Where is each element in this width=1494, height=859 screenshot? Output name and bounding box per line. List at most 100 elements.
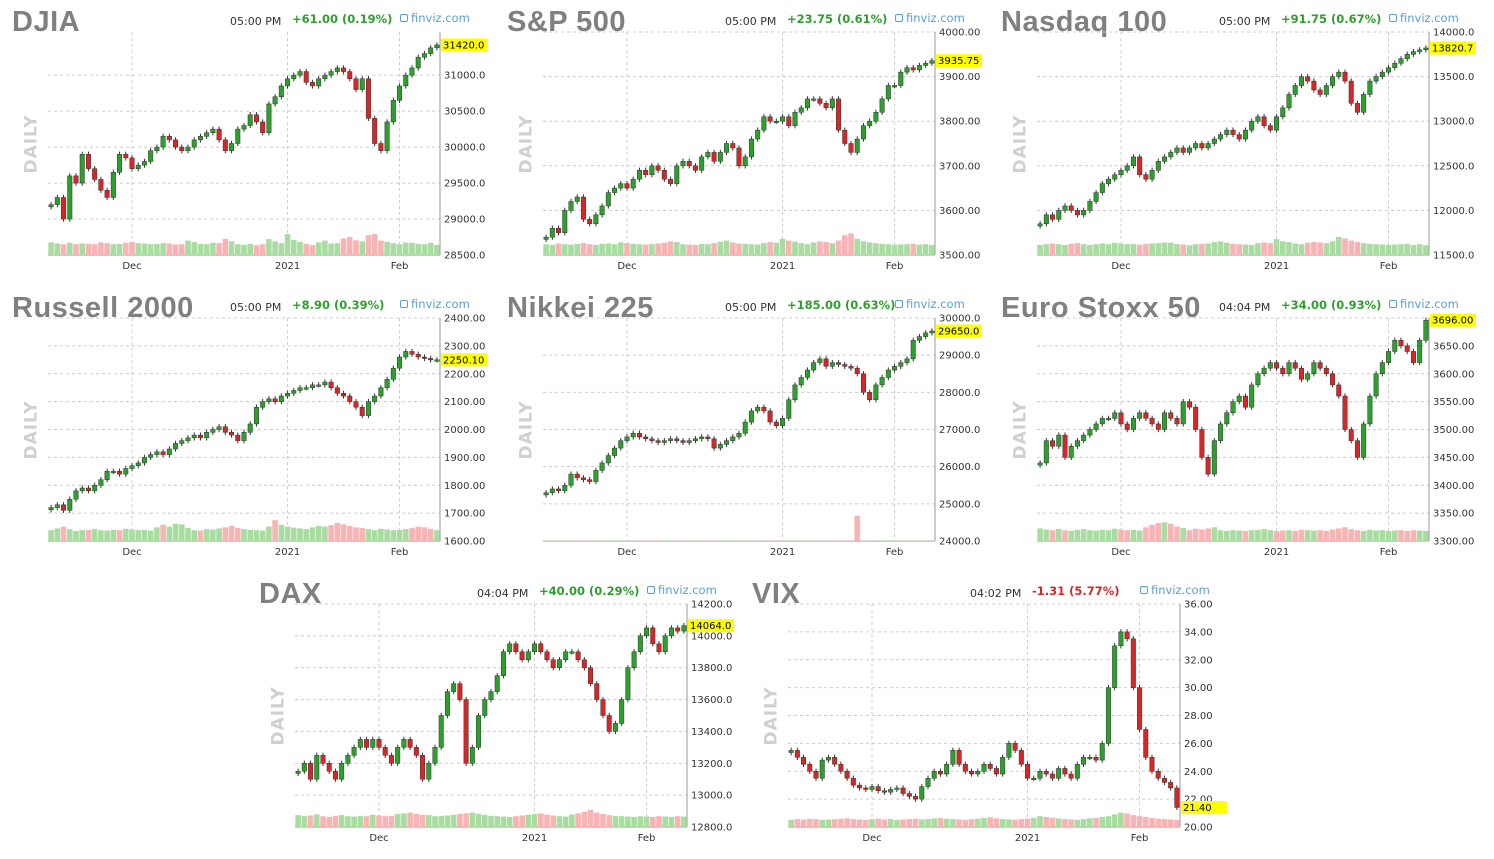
candle-body bbox=[372, 118, 378, 144]
finviz-brand-link[interactable]: finviz.com bbox=[895, 11, 965, 25]
volume-bar bbox=[346, 525, 353, 541]
candle-body bbox=[482, 699, 488, 716]
volume-bar bbox=[266, 526, 272, 541]
x-tick-label: 2021 bbox=[275, 547, 300, 558]
volume-bar bbox=[297, 528, 303, 541]
volume-bar bbox=[396, 529, 403, 541]
candle-body bbox=[135, 462, 141, 466]
candle-body bbox=[376, 739, 382, 748]
finviz-brand-link[interactable]: finviz.com bbox=[400, 297, 470, 311]
volume-bar bbox=[278, 524, 285, 541]
candle-body bbox=[1417, 340, 1423, 363]
candle-body bbox=[48, 507, 54, 511]
candle-body bbox=[869, 786, 875, 790]
candle-body bbox=[873, 384, 879, 401]
candle-body bbox=[110, 172, 116, 198]
volume-bar bbox=[937, 818, 944, 827]
last-value-label: 29650.0 bbox=[938, 327, 979, 338]
volume-bar bbox=[290, 239, 297, 255]
volume-bar bbox=[1062, 819, 1068, 827]
candle-body bbox=[395, 747, 401, 764]
y-tick-label: 2100.00 bbox=[444, 397, 485, 408]
finviz-brand-link[interactable]: finviz.com bbox=[400, 11, 470, 25]
candle-body bbox=[1423, 47, 1429, 51]
candle-body bbox=[235, 128, 241, 144]
volume-bar bbox=[295, 815, 301, 827]
last-value-label: 2250.10 bbox=[443, 355, 484, 366]
brand-text: finviz.com bbox=[1400, 297, 1459, 311]
timestamp: 05:00 PM bbox=[725, 15, 777, 28]
candle-body bbox=[1286, 94, 1292, 109]
candle-body bbox=[260, 121, 266, 133]
candle-body bbox=[420, 755, 426, 780]
candle-body bbox=[339, 763, 345, 780]
candle-body bbox=[655, 165, 661, 171]
y-tick-label: 12000.0 bbox=[1433, 206, 1474, 217]
candle-body bbox=[543, 492, 549, 496]
y-tick-label: 3550.00 bbox=[1433, 397, 1474, 408]
volume-bar bbox=[974, 818, 981, 827]
volume-bar bbox=[135, 530, 142, 541]
candle-body bbox=[898, 71, 904, 86]
candle-body bbox=[1361, 423, 1367, 458]
finviz-brand-link[interactable]: finviz.com bbox=[1389, 11, 1459, 25]
candle-body bbox=[574, 473, 580, 479]
candle-body bbox=[717, 152, 723, 162]
volume-bar bbox=[673, 242, 680, 255]
candle-body bbox=[1373, 76, 1379, 82]
finviz-brand-link[interactable]: finviz.com bbox=[1140, 583, 1210, 597]
candle-body bbox=[1274, 116, 1280, 131]
candle-body bbox=[1143, 174, 1149, 180]
candle-body bbox=[434, 359, 440, 362]
y-tick-label: 3650.00 bbox=[1433, 341, 1474, 352]
candle-body bbox=[185, 146, 191, 151]
volume-bar bbox=[166, 526, 173, 541]
volume-bar bbox=[1143, 243, 1149, 255]
volume-bar bbox=[203, 529, 210, 541]
candle-body bbox=[328, 381, 334, 388]
volume-bar bbox=[421, 244, 428, 255]
candle-body bbox=[1081, 757, 1087, 765]
candle-body bbox=[320, 755, 326, 764]
volume-bar bbox=[222, 238, 229, 255]
candle-body bbox=[1323, 367, 1329, 375]
candle-body bbox=[179, 440, 185, 444]
candle-body bbox=[98, 179, 104, 191]
candle-body bbox=[767, 410, 773, 423]
volume-bar bbox=[66, 529, 73, 541]
candle-body bbox=[813, 771, 819, 779]
candle-body bbox=[364, 739, 370, 748]
finviz-brand-link[interactable]: finviz.com bbox=[1389, 297, 1459, 311]
candle-body bbox=[285, 393, 291, 397]
candle-body bbox=[931, 771, 937, 779]
candle-body bbox=[407, 739, 413, 748]
candle-body bbox=[748, 138, 754, 158]
candle-body bbox=[538, 643, 544, 653]
candle-body bbox=[773, 421, 779, 427]
volume-bar bbox=[104, 243, 110, 255]
volume-bar bbox=[1211, 527, 1218, 541]
volume-bar bbox=[891, 244, 898, 255]
volume-bar bbox=[178, 524, 185, 541]
y-tick-label: 30000.0 bbox=[939, 314, 980, 325]
candle-body bbox=[624, 436, 630, 441]
brand-text: finviz.com bbox=[658, 583, 717, 597]
last-value-highlight bbox=[688, 619, 734, 633]
volume-bar bbox=[562, 816, 569, 827]
candle-body bbox=[272, 96, 278, 105]
finviz-brand-link[interactable]: finviz.com bbox=[895, 297, 965, 311]
candle-body bbox=[717, 444, 723, 449]
x-tick-label: Dec bbox=[1111, 547, 1130, 558]
candle-body bbox=[1230, 401, 1236, 414]
candle-body bbox=[1174, 787, 1180, 808]
candle-body bbox=[1205, 143, 1211, 149]
candle-body bbox=[1249, 384, 1255, 408]
candle-body bbox=[969, 771, 975, 775]
volume-bar bbox=[568, 244, 574, 255]
volume-bar bbox=[160, 243, 166, 255]
candle-body bbox=[888, 789, 894, 793]
volume-bar bbox=[631, 816, 637, 827]
y-tick-label: 24000.0 bbox=[939, 537, 980, 548]
finviz-brand-link[interactable]: finviz.com bbox=[647, 583, 717, 597]
volume-bar bbox=[1311, 530, 1317, 541]
